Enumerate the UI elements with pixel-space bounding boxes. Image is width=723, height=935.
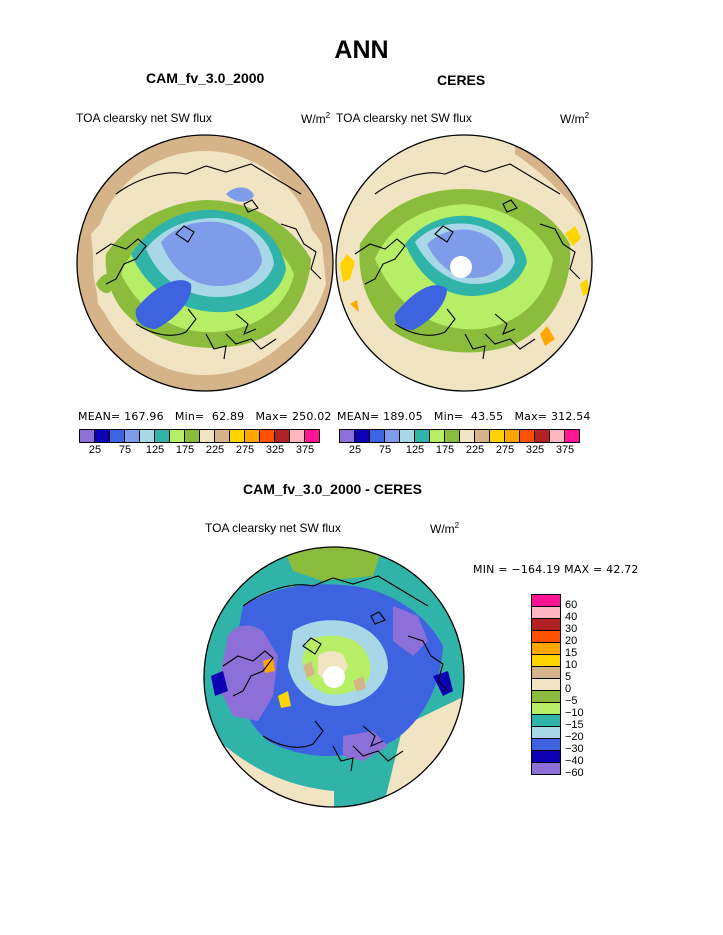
model-stats: MEAN= 167.96 Min= 62.89 Max= 250.02 bbox=[78, 410, 332, 423]
diff-units: W/m2 bbox=[430, 521, 460, 536]
diff-polar-map bbox=[203, 546, 465, 808]
diff-colorbar bbox=[531, 594, 561, 775]
model-colorbar-box bbox=[124, 429, 140, 443]
obs-colorbar-box bbox=[489, 429, 505, 443]
obs-colorbar-tick-label: 75 bbox=[378, 444, 392, 456]
diff-colorbar-label: −30 bbox=[565, 743, 584, 755]
obs-colorbar-box bbox=[369, 429, 385, 443]
diff-colorbar-box bbox=[531, 762, 561, 775]
model-colorbar-box bbox=[94, 429, 110, 443]
model-colorbar-box bbox=[79, 429, 95, 443]
model-colorbar bbox=[79, 429, 320, 443]
diff-colorbar-label: −20 bbox=[565, 731, 584, 743]
obs-units: W/m2 bbox=[560, 111, 590, 126]
diff-colorbar-label: 10 bbox=[565, 659, 578, 671]
obs-colorbar-box bbox=[549, 429, 565, 443]
diff-colorbar-label: 0 bbox=[565, 683, 572, 695]
diff-colorbar-label: −5 bbox=[565, 695, 578, 707]
diff-panel-title: CAM_fv_3.0_2000 - CERES bbox=[243, 481, 422, 497]
model-colorbar-box bbox=[304, 429, 320, 443]
model-colorbar-box bbox=[214, 429, 230, 443]
model-colorbar-box bbox=[259, 429, 275, 443]
model-colorbar-tick-label: 175 bbox=[175, 444, 195, 456]
diff-variable-label: TOA clearsky net SW flux bbox=[205, 521, 341, 535]
obs-colorbar-box bbox=[504, 429, 520, 443]
model-panel-title: CAM_fv_3.0_2000 bbox=[146, 70, 265, 86]
model-colorbar-box bbox=[184, 429, 200, 443]
diff-colorbar-label: 40 bbox=[565, 611, 578, 623]
model-colorbar-box bbox=[229, 429, 245, 443]
obs-colorbar-box bbox=[534, 429, 550, 443]
model-colorbar-tick-label: 225 bbox=[205, 444, 225, 456]
model-colorbar-box bbox=[109, 429, 125, 443]
diff-minmax: MIN = −164.19 MAX = 42.72 bbox=[473, 563, 639, 576]
figure-title: ANN bbox=[334, 36, 389, 64]
model-colorbar-tick-label: 275 bbox=[235, 444, 255, 456]
model-colorbar-box bbox=[289, 429, 305, 443]
model-variable-label: TOA clearsky net SW flux bbox=[76, 111, 212, 125]
obs-colorbar-box bbox=[459, 429, 475, 443]
obs-panel-title: CERES bbox=[437, 72, 486, 88]
obs-colorbar-box bbox=[384, 429, 400, 443]
model-colorbar-box bbox=[169, 429, 185, 443]
diff-colorbar-label: −15 bbox=[565, 719, 584, 731]
diff-colorbar-label: 15 bbox=[565, 647, 578, 659]
model-colorbar-box bbox=[244, 429, 260, 443]
diff-colorbar-label: −60 bbox=[565, 767, 584, 779]
obs-colorbar-tick-label: 25 bbox=[348, 444, 362, 456]
diff-colorbar-label: −40 bbox=[565, 755, 584, 767]
obs-colorbar-tick-label: 125 bbox=[405, 444, 425, 456]
obs-colorbar-ticks: 25 75 125 175 225 275 325 375 bbox=[339, 444, 585, 460]
model-units: W/m2 bbox=[301, 111, 331, 126]
obs-colorbar-tick-label: 375 bbox=[555, 444, 575, 456]
obs-variable-label: TOA clearsky net SW flux bbox=[336, 111, 472, 125]
model-colorbar-tick-label: 375 bbox=[295, 444, 315, 456]
model-colorbar-ticks: 25 75 125 175 225 275 325 375 bbox=[79, 444, 325, 460]
diff-colorbar-label: 60 bbox=[565, 599, 578, 611]
obs-colorbar-tick-label: 175 bbox=[435, 444, 455, 456]
model-colorbar-tick-label: 25 bbox=[88, 444, 102, 456]
obs-polar-map bbox=[335, 134, 593, 392]
obs-colorbar-box bbox=[429, 429, 445, 443]
diff-colorbar-labels: 60 40 30 20 15 10 5 0 −5 −10 −15 −20 −30 −40 −60 bbox=[565, 594, 605, 804]
diff-colorbar-label: 30 bbox=[565, 623, 578, 635]
model-colorbar-tick-label: 75 bbox=[118, 444, 132, 456]
obs-colorbar-box bbox=[474, 429, 490, 443]
model-colorbar-box bbox=[274, 429, 290, 443]
model-colorbar-tick-label: 325 bbox=[265, 444, 285, 456]
obs-colorbar bbox=[339, 429, 580, 443]
obs-colorbar-box bbox=[414, 429, 430, 443]
diff-colorbar-label: 20 bbox=[565, 635, 578, 647]
obs-stats: MEAN= 189.05 Min= 43.55 Max= 312.54 bbox=[337, 410, 591, 423]
model-colorbar-tick-label: 125 bbox=[145, 444, 165, 456]
obs-colorbar-box bbox=[444, 429, 460, 443]
obs-colorbar-box bbox=[519, 429, 535, 443]
obs-colorbar-box bbox=[354, 429, 370, 443]
diff-colorbar-label: 5 bbox=[565, 671, 572, 683]
obs-colorbar-tick-label: 275 bbox=[495, 444, 515, 456]
obs-colorbar-tick-label: 325 bbox=[525, 444, 545, 456]
obs-colorbar-box bbox=[339, 429, 355, 443]
obs-colorbar-box bbox=[564, 429, 580, 443]
model-colorbar-box bbox=[154, 429, 170, 443]
model-colorbar-box bbox=[139, 429, 155, 443]
model-colorbar-box bbox=[199, 429, 215, 443]
model-polar-map bbox=[76, 134, 334, 392]
obs-colorbar-tick-label: 225 bbox=[465, 444, 485, 456]
diff-colorbar-label: −10 bbox=[565, 707, 584, 719]
obs-colorbar-box bbox=[399, 429, 415, 443]
